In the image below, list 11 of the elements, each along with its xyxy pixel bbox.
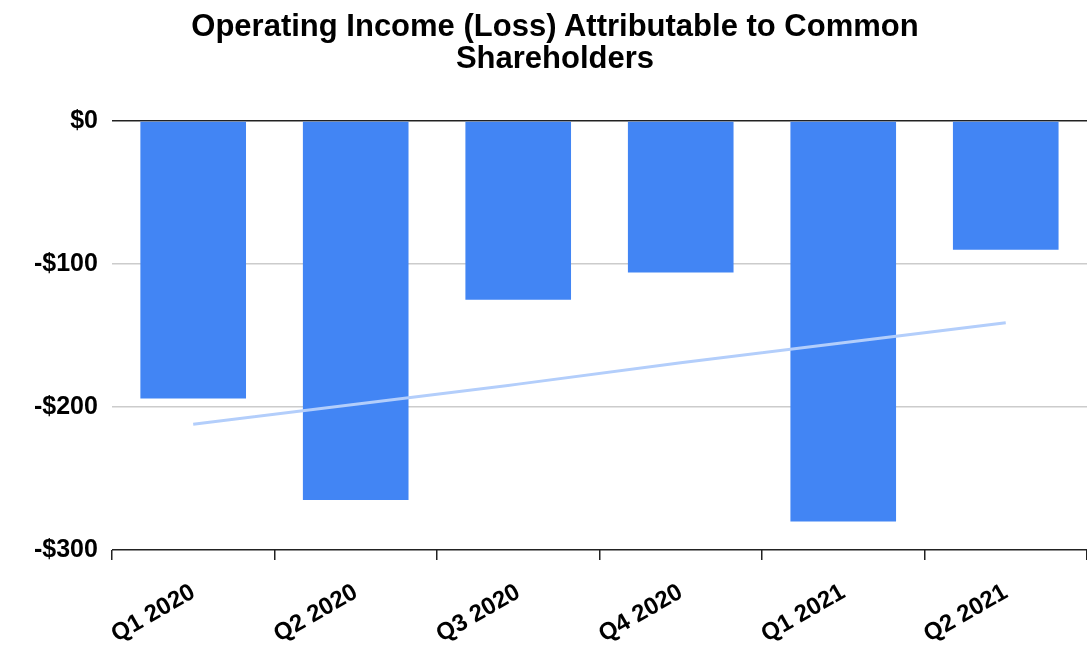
- x-tick-label: Q1 2020: [105, 577, 200, 647]
- x-tick-label: Q4 2020: [593, 577, 687, 647]
- y-tick-label: $0: [70, 104, 98, 133]
- y-tick-label: -$300: [33, 533, 98, 562]
- y-tick-label: -$200: [33, 390, 98, 419]
- x-tick-label: Q2 2020: [268, 577, 362, 647]
- chart-title: Operating Income (Loss) Attributable to Common Shareholders: [190, 8, 920, 75]
- x-tick-label: Q3 2020: [430, 577, 525, 647]
- y-tick-label: -$100: [33, 247, 98, 276]
- x-tick-label: Q1 2021: [755, 577, 850, 647]
- x-tick-label: Q2 2021: [918, 577, 1012, 647]
